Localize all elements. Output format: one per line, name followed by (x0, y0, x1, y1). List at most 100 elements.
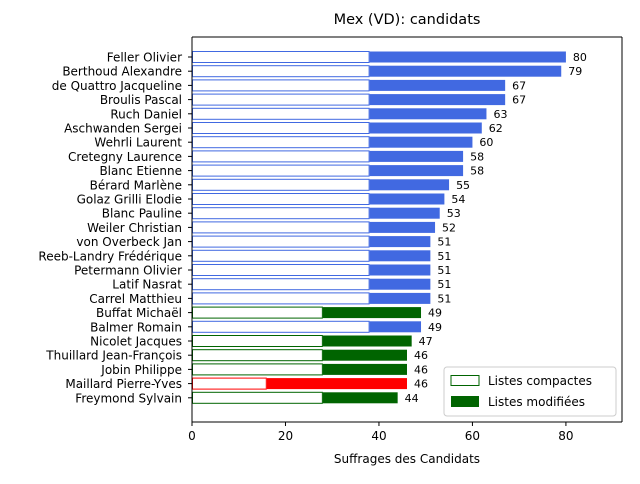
x-tick-label: 60 (465, 429, 480, 443)
bar-modified (369, 94, 506, 106)
bar-modified (369, 278, 431, 290)
legend-box (443, 366, 617, 417)
category-label: Ruch Daniel (110, 107, 182, 121)
category-label: Wehrli Laurent (94, 136, 182, 150)
x-tick-label: 20 (278, 429, 293, 443)
x-tick-label: 0 (188, 429, 196, 443)
data-label: 51 (437, 236, 451, 249)
category-label: Aschwanden Sergei (64, 122, 182, 136)
bar-compact (192, 278, 370, 291)
bar-modified (322, 335, 412, 347)
legend-label: Listes compactes (488, 374, 592, 388)
x-axis-label: Suffrages des Candidats (334, 452, 480, 466)
bar-compact (192, 335, 323, 347)
category-label: Nicolet Jacques (90, 335, 182, 349)
bar-compact (192, 306, 323, 319)
bar-modified (369, 207, 440, 219)
category-label: Petermann Olivier (74, 264, 182, 278)
bar-compact (192, 65, 370, 78)
data-label: 49 (428, 307, 442, 320)
category-label: Broulis Pascal (100, 93, 182, 107)
legend-swatch-filled (451, 396, 479, 407)
bar-compact (192, 107, 370, 120)
bar-compact (192, 249, 370, 262)
bar-compact (192, 164, 370, 177)
bar-compact (192, 207, 370, 220)
bar-compact (192, 349, 323, 362)
data-label: 44 (405, 392, 419, 405)
data-label: 63 (493, 108, 507, 121)
data-label: 52 (442, 221, 456, 234)
category-label: von Overbeck Jan (76, 235, 182, 249)
category-label: Blanc Pauline (102, 207, 182, 221)
category-label: Golaz Grilli Elodie (77, 193, 182, 207)
bar-compact (192, 193, 370, 205)
bar-modified (322, 307, 422, 319)
bar-modified (369, 292, 431, 304)
category-label: Bérard Marlène (90, 178, 182, 192)
data-label: 58 (470, 150, 484, 163)
category-label: Feller Olivier (107, 51, 182, 65)
bar-compact (192, 93, 370, 106)
data-label: 47 (419, 335, 433, 348)
category-label: Blanc Etienne (99, 164, 182, 178)
bar-compact (192, 292, 370, 305)
bar-compact (192, 150, 370, 163)
data-label: 60 (479, 136, 493, 149)
data-label: 54 (451, 193, 465, 206)
bar-modified (369, 165, 464, 177)
chart-title: Mex (VD): candidats (334, 12, 481, 28)
bar-compact (192, 51, 370, 63)
category-label: Reeb-Landry Frédérique (38, 249, 182, 263)
bar-modified (369, 79, 506, 91)
legend-swatch-outline (450, 375, 480, 386)
x-tick-label: 40 (371, 429, 386, 443)
data-label: 55 (456, 179, 470, 192)
bar-compact (192, 391, 323, 404)
category-label: Buffat Michaël (96, 306, 182, 320)
data-label: 46 (414, 378, 428, 391)
bar-compact (192, 79, 370, 92)
data-label: 53 (447, 207, 461, 220)
category-label: Jobin Philippe (100, 363, 182, 377)
bar-modified (322, 349, 407, 361)
category-label: Cretegny Laurence (68, 150, 182, 164)
category-label: Carrel Matthieu (89, 292, 182, 306)
data-label: 80 (573, 51, 587, 64)
bar-modified (369, 179, 450, 191)
bar-modified (369, 250, 431, 262)
bar-modified (369, 321, 422, 333)
bar-compact (192, 264, 370, 276)
bar-compact (192, 136, 370, 149)
bar-compact (192, 320, 370, 333)
bar-modified (369, 122, 482, 134)
data-label: 62 (489, 122, 503, 135)
category-label: Berthoud Alexandre (62, 65, 182, 79)
data-label: 51 (437, 278, 451, 291)
data-label: 46 (414, 363, 428, 376)
bar-modified (369, 108, 487, 120)
bar-modified (369, 236, 431, 248)
data-label: 46 (414, 349, 428, 362)
data-label: 51 (437, 250, 451, 263)
bar-compact (192, 122, 370, 134)
category-label: Weiler Christian (87, 221, 182, 235)
category-label: de Quattro Jacqueline (52, 79, 182, 93)
data-label: 67 (512, 94, 526, 107)
data-label: 49 (428, 321, 442, 334)
category-label: Balmer Romain (90, 320, 182, 334)
bar-modified (322, 392, 398, 404)
category-label: Thuillard Jean-François (45, 349, 182, 363)
data-label: 79 (568, 65, 582, 78)
bar-modified (322, 363, 407, 375)
bar-compact (192, 235, 370, 248)
bar-compact (192, 363, 323, 376)
bar-modified (369, 150, 464, 162)
bar-modified (369, 221, 436, 233)
category-label: Freymond Sylvain (75, 391, 182, 405)
data-label: 51 (437, 292, 451, 305)
data-label: 51 (437, 264, 451, 277)
data-label: 67 (512, 79, 526, 92)
bar-modified (369, 136, 473, 148)
